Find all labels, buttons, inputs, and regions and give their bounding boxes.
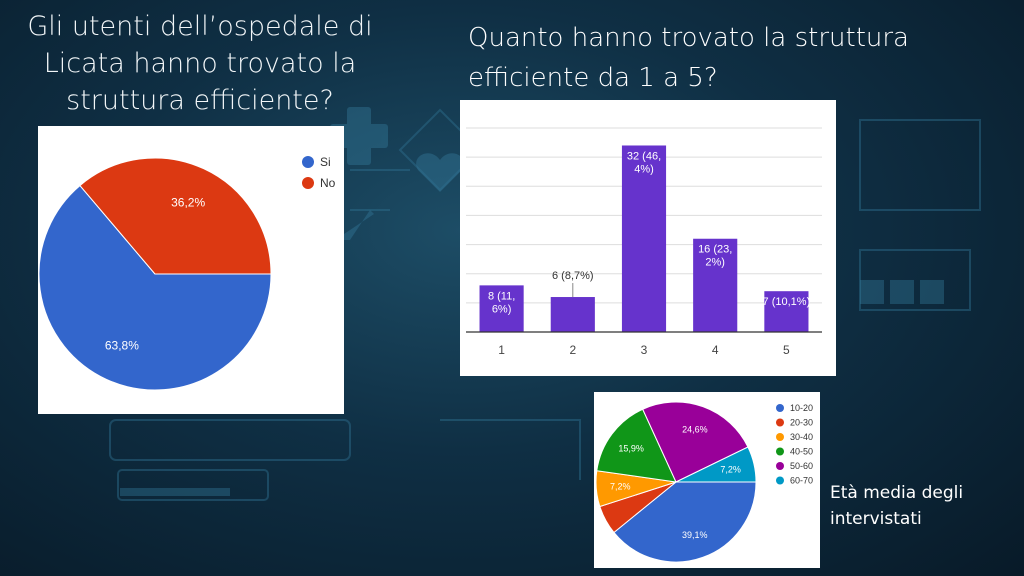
bar-data-label: 8 (11, 6%) (488, 290, 515, 315)
x-tick-label: 5 (783, 343, 790, 357)
bar-2 (550, 297, 595, 332)
bar-data-label: 7 (10,1%) (763, 296, 811, 308)
x-tick-label: 2 (569, 343, 576, 357)
bar-chart-title: Quanto hanno trovato la struttura effici… (468, 23, 909, 93)
x-tick-label: 4 (712, 343, 719, 357)
legend-swatch (776, 462, 784, 470)
x-tick-label: 1 (498, 343, 505, 357)
pie-slice-label: 39,1% (682, 530, 708, 540)
legend-swatch (302, 177, 314, 189)
rating-bar-panel: 1 8 (11, 6%) 2 6 (8,7%) 3 32 (46, 4%) 4 16 (23, 2%… (460, 100, 836, 376)
legend-label: 30-40 (790, 432, 813, 442)
legend-swatch (776, 433, 784, 441)
legend-label: 20-30 (790, 418, 813, 428)
age-pie-chart: 39,1% 10-20 20-30 7,2% 30-40 15,9% 40-50 24,6% 5… (595, 401, 813, 563)
legend-swatch (776, 476, 784, 485)
pie-slice-label: 24,6% (682, 424, 708, 434)
legend-label: 60-70 (790, 476, 813, 486)
pie-slice-60-70 (675, 446, 757, 483)
pie-slice-10-20 (613, 481, 757, 563)
efficiency-pie-chart: 63,8% Si 36,2% No (38, 155, 336, 391)
age-chart-caption: Età media degli intervistati (830, 483, 964, 529)
legend-label: 10-20 (790, 403, 813, 413)
legend-swatch (776, 447, 784, 456)
x-tick-label: 3 (641, 343, 648, 357)
pie-slice-label: 36,2% (171, 195, 205, 209)
legend-label: Si (320, 155, 331, 169)
pie-slice-label: 7,2% (720, 464, 741, 474)
pie-slice-50-60 (642, 401, 749, 483)
pie-slice-no (79, 157, 272, 275)
pie-slice-40-50 (596, 408, 677, 483)
bar-4 (693, 238, 738, 332)
pie-slice-label: 15,9% (618, 443, 644, 453)
left-chart-title: Gli utenti dell’ospedale di Licata hanno… (27, 11, 373, 116)
pie-slice-si (38, 184, 272, 391)
legend-label: 40-50 (790, 447, 813, 457)
pie-slice-label: 7,2% (610, 482, 631, 492)
bar-data-label: 16 (23, 2%) (698, 244, 732, 269)
bar-5 (764, 291, 809, 332)
bar-data-label: 32 (46, 4%) (627, 150, 661, 175)
bar-data-label: 6 (8,7%) (552, 270, 594, 282)
bar-3 (621, 145, 667, 332)
legend-label: 50-60 (790, 461, 813, 471)
legend-swatch (776, 418, 784, 427)
legend-label: No (320, 176, 336, 190)
efficiency-pie-panel: 63,8% Si 36,2% No (38, 126, 344, 414)
rating-bar-chart: 1 8 (11, 6%) 2 6 (8,7%) 3 32 (46, 4%) 4 16 (23, 2%… (466, 127, 822, 357)
age-pie-panel: 39,1% 10-20 20-30 7,2% 30-40 15,9% 40-50 24,6% 5… (594, 392, 820, 568)
legend-swatch (302, 156, 314, 168)
pie-slice-label: 63,8% (105, 339, 139, 353)
bar-1 (479, 285, 524, 332)
legend-swatch (776, 404, 784, 412)
